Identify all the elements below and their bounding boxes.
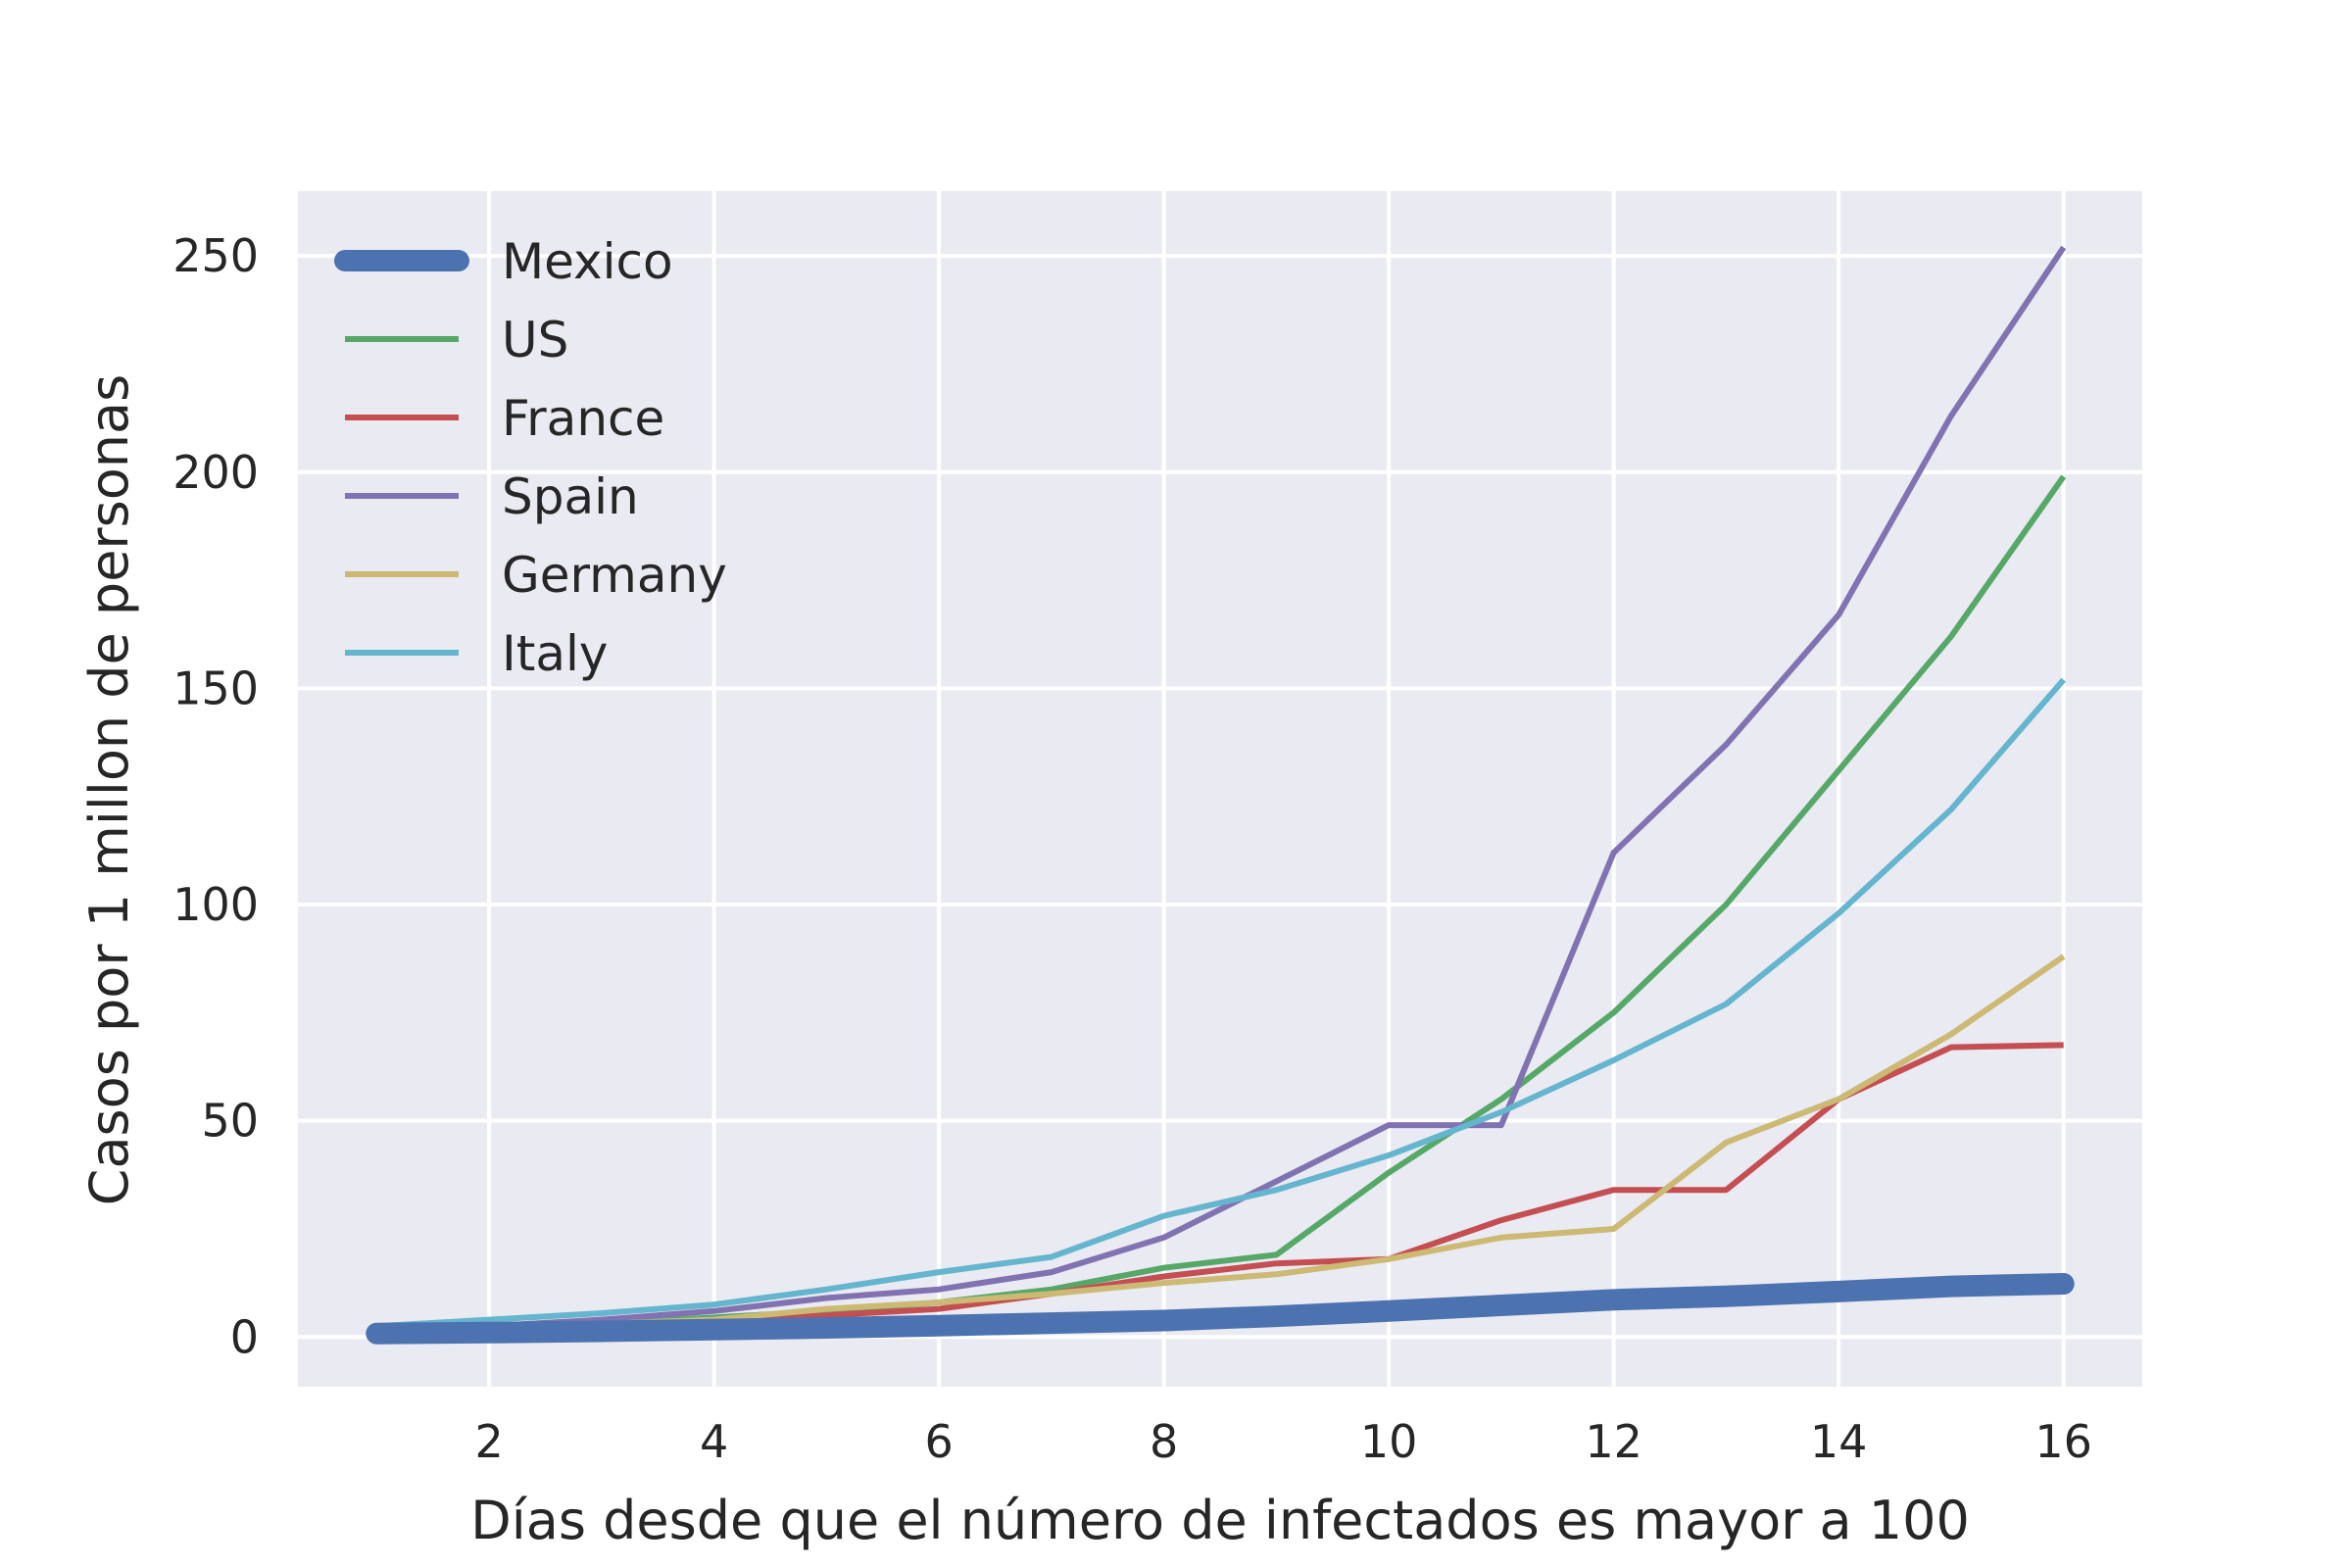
y-tick-label: 0 (230, 1310, 259, 1363)
y-axis-title: Casos por 1 millon de personas (78, 374, 140, 1206)
y-tick-label: 50 (201, 1095, 259, 1148)
y-tick-labels: 0 50 100 150 200 250 (172, 229, 259, 1363)
series-line-spain (376, 245, 2067, 1334)
x-tick-label: 4 (700, 1415, 728, 1468)
x-tick-labels: 2 4 6 8 10 12 14 16 (474, 1415, 2091, 1468)
x-tick-label: 14 (1810, 1415, 1868, 1468)
x-tick-label: 12 (1585, 1415, 1642, 1468)
y-tick-label: 250 (172, 229, 259, 282)
legend-label-spain: Spain (502, 468, 639, 525)
x-tick-label: 8 (1150, 1415, 1178, 1468)
series-line-mexico (366, 1273, 2075, 1345)
x-axis-title: Días desde que el número de infectados e… (470, 1490, 1970, 1551)
x-gridlines (487, 191, 2066, 1387)
y-tick-label: 100 (172, 878, 259, 931)
legend-label-germany: Germany (502, 547, 727, 604)
plot-background (298, 191, 2142, 1387)
y-tick-label: 150 (172, 662, 259, 714)
y-tick-label: 200 (172, 446, 259, 499)
series-lines (366, 245, 2075, 1345)
x-tick-label: 6 (924, 1415, 953, 1468)
x-tick-label: 16 (2034, 1415, 2092, 1468)
legend: Mexico US France Spain Germany Italy (334, 233, 727, 682)
legend-label-mexico: Mexico (502, 233, 673, 290)
x-tick-label: 10 (1360, 1415, 1418, 1468)
legend-label-italy: Italy (502, 625, 608, 682)
x-tick-label: 2 (474, 1415, 503, 1468)
series-line-italy (376, 677, 2066, 1330)
legend-label-france: France (502, 390, 664, 447)
legend-label-us: US (502, 312, 568, 368)
